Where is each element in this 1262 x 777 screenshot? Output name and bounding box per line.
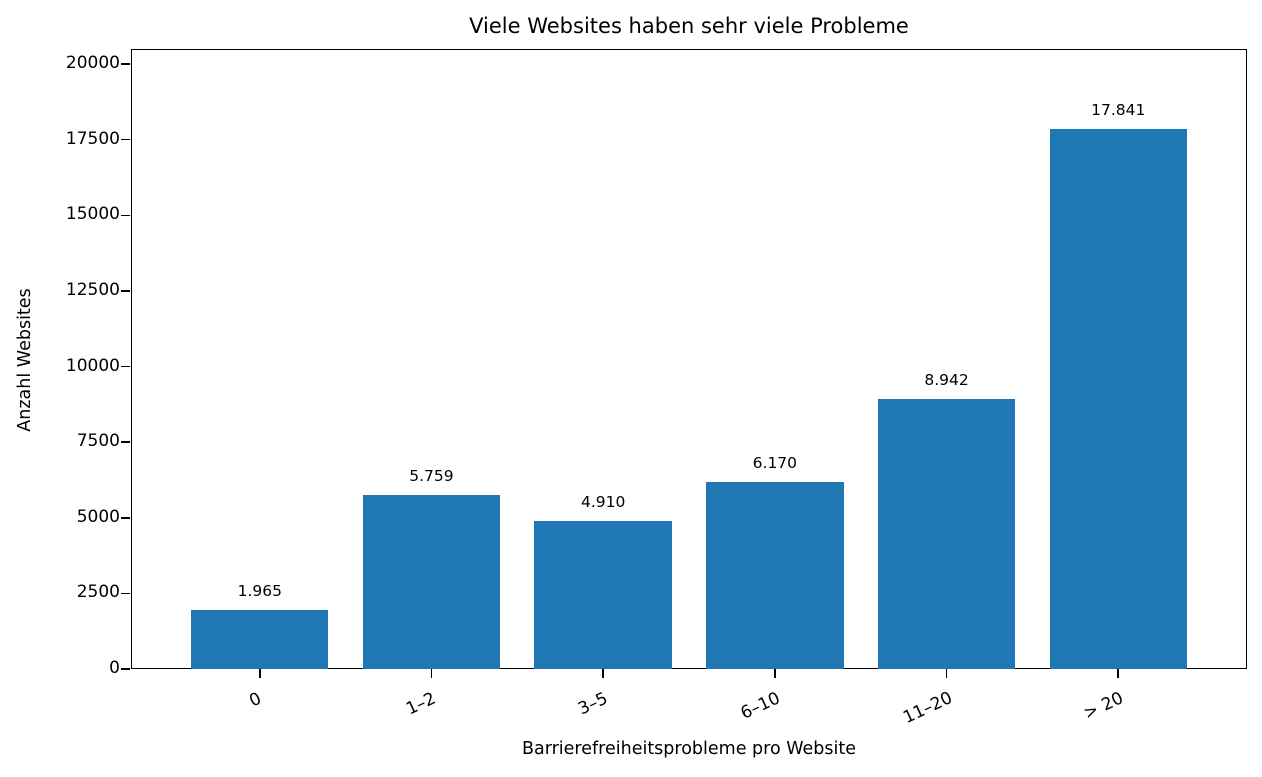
y-tick (121, 138, 130, 141)
bar (706, 482, 844, 669)
bar (877, 398, 1016, 669)
x-tick-label: 1–2 (403, 688, 439, 720)
y-tick (121, 668, 130, 670)
x-tick (774, 669, 776, 678)
y-tick-label: 0 (109, 658, 120, 678)
y-tick (121, 365, 130, 368)
y-tick (121, 441, 130, 443)
x-tick (259, 669, 261, 678)
x-tick (430, 669, 433, 678)
bar-value-label: 6.170 (752, 454, 798, 473)
plot-area (131, 49, 1247, 669)
y-tick-label: 10000 (65, 355, 120, 376)
y-tick-label: 12500 (65, 279, 120, 300)
x-tick-label: 0 (246, 688, 265, 712)
x-tick (1117, 669, 1119, 678)
x-tick-label: 3–5 (574, 688, 611, 720)
y-tick (121, 592, 130, 595)
y-tick-label: 5000 (76, 506, 120, 527)
bar-value-label: 5.759 (409, 466, 454, 485)
bar (1049, 129, 1187, 669)
x-tick-label: 11–20 (900, 688, 956, 729)
y-tick (121, 63, 130, 65)
y-tick-label: 20000 (65, 53, 120, 74)
x-axis-label: Barrierefreiheitsprobleme pro Website (521, 739, 856, 759)
y-tick-label: 17500 (65, 128, 120, 149)
bar-value-label: 1.965 (237, 581, 282, 600)
bar-value-label: 17.841 (1091, 101, 1146, 120)
y-tick (121, 290, 130, 292)
y-tick-label: 2500 (76, 582, 120, 603)
x-tick-label: 6–10 (737, 688, 784, 724)
x-tick (945, 669, 948, 678)
bar (191, 609, 329, 669)
y-tick-label: 15000 (65, 204, 120, 225)
y-tick-label: 7500 (76, 431, 120, 452)
y-tick (121, 517, 130, 519)
y-axis-label: Anzahl Websites (15, 288, 35, 432)
chart-title: Viele Websites haben sehr viele Probleme (469, 14, 909, 38)
x-tick (602, 669, 604, 678)
bar-value-label: 4.910 (580, 492, 626, 511)
y-tick (121, 214, 130, 217)
bar (534, 520, 672, 669)
bar (362, 494, 501, 669)
x-tick-label: > 20 (1081, 688, 1127, 724)
bar-value-label: 8.942 (924, 370, 969, 389)
